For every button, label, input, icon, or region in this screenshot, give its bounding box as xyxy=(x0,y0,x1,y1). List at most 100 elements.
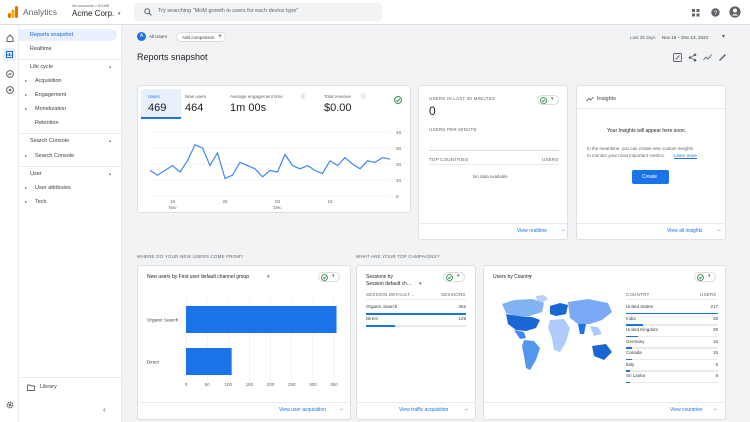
new-users-check-dropdown[interactable]: ▾ xyxy=(318,272,340,282)
expand-arrow-icon: ▸ xyxy=(25,185,28,190)
sidebar-section-search-console[interactable]: Search Console ▴ xyxy=(19,138,122,144)
row-label: India xyxy=(626,315,636,321)
card-footer-divider xyxy=(419,223,567,224)
realtime-check-dropdown[interactable]: ▾ xyxy=(537,95,559,105)
map-region-se-asia xyxy=(590,326,602,336)
campaigns-col-sessions: SESSIONS xyxy=(441,292,466,297)
sidebar-item-reports-snapshot[interactable]: Reports snapshot xyxy=(19,29,117,41)
map-region-australia xyxy=(592,344,612,360)
view-user-acquisition-link[interactable]: View user acquisition → xyxy=(279,406,349,416)
row-share-bar xyxy=(626,324,643,326)
metric-tab-revenue[interactable]: Total revenue ⓘ $0.00 xyxy=(321,89,371,119)
arrow-right-icon: → xyxy=(463,406,469,412)
sidebar-section-user[interactable]: User ▴ xyxy=(19,171,122,177)
advertising-icon[interactable] xyxy=(6,86,14,94)
new-users-bar-chart: Organic Search Direct 0 50 100 150 200 250 300 3… xyxy=(147,298,338,387)
bar-direct[interactable] xyxy=(186,348,232,375)
sidebar-item-monetization[interactable]: ▸ Monetization xyxy=(19,103,122,115)
data-quality-check-icon[interactable] xyxy=(394,96,402,104)
table-row[interactable]: United States 217 xyxy=(626,304,718,315)
date-range-selector[interactable]: Nov 16 – Dec 13, 2023 xyxy=(662,35,709,40)
row-label: Direct xyxy=(366,316,378,321)
add-comparison-button[interactable]: Add comparison + xyxy=(176,32,226,42)
search-input[interactable]: Try searching "MoM growth in users for e… xyxy=(134,3,382,21)
table-row[interactable]: Organic Search 452 xyxy=(366,304,466,315)
realtime-card: USERS IN LAST 30 MINUTES 0 ▾ USERS PER M… xyxy=(418,85,568,240)
insights-header-divider xyxy=(577,108,725,109)
table-row[interactable]: Canada 15 xyxy=(626,350,718,361)
sidebar-item-label: Engagement xyxy=(35,92,67,98)
page-title: Reports snapshot xyxy=(137,52,208,62)
collapse-sidebar-icon[interactable]: ‹ xyxy=(103,405,106,414)
sidebar-item-acquisition[interactable]: ▸ Acquisition xyxy=(19,75,122,87)
table-row[interactable]: Italy 9 xyxy=(626,362,718,373)
campaigns-title-line-2[interactable]: Session default ch… xyxy=(366,281,412,287)
metric-tab-new-users[interactable]: New users 464 xyxy=(182,89,224,119)
info-icon[interactable]: ⓘ xyxy=(301,94,307,100)
table-row[interactable]: United Kingdom 29 xyxy=(626,327,718,338)
chevron-down-icon[interactable]: ▾ xyxy=(419,281,422,287)
chevron-down-icon[interactable]: ▾ xyxy=(267,274,270,280)
metric-tab-users[interactable]: Users 469 xyxy=(141,89,181,119)
settings-gear-icon[interactable] xyxy=(6,401,14,409)
campaigns-check-dropdown[interactable]: ▾ xyxy=(443,272,465,282)
chevron-down-icon[interactable]: ▾ xyxy=(529,274,532,280)
countries-col-country: COUNTRY xyxy=(626,292,650,297)
realtime-title: USERS IN LAST 30 MINUTES xyxy=(429,96,496,101)
library-button[interactable]: Library xyxy=(27,383,107,393)
bar-organic-search[interactable] xyxy=(186,306,337,333)
table-row[interactable]: Sri Lanka 8 xyxy=(626,373,718,384)
sidebar-divider xyxy=(19,133,122,134)
pencil-icon[interactable] xyxy=(718,53,727,62)
reports-rail-button[interactable] xyxy=(3,48,16,61)
metric-label: Average engagement time xyxy=(230,94,283,99)
all-users-chip[interactable]: A All Users xyxy=(137,32,177,42)
view-realtime-link[interactable]: View realtime → xyxy=(517,227,567,237)
table-row[interactable]: Germany 16 xyxy=(626,339,718,350)
view-traffic-acquisition-link[interactable]: View traffic acquisition → xyxy=(399,406,475,416)
insights-card: Insights Your Insights will appear here … xyxy=(576,85,726,240)
campaigns-col-channel: SESSION DEFAULT… xyxy=(366,292,415,297)
sidebar-item-search-console[interactable]: ▸ Search Console xyxy=(19,150,122,162)
chevron-down-icon[interactable]: ▾ xyxy=(118,11,121,17)
row-label: Sri Lanka xyxy=(626,373,646,378)
table-row[interactable]: India 39 xyxy=(626,316,718,327)
row-share-bar xyxy=(626,347,633,349)
row-share-bar xyxy=(626,381,630,383)
property-selector[interactable]: Acme Corp. xyxy=(72,9,115,18)
edit-report-icon[interactable] xyxy=(673,53,682,62)
row-value: 8 xyxy=(715,373,718,378)
row-label: Germany xyxy=(626,338,645,344)
sidebar-item-retention[interactable]: Retention xyxy=(35,120,59,126)
card-footer-divider xyxy=(357,402,475,403)
sidebar-item-realtime[interactable]: Realtime xyxy=(30,46,52,52)
home-icon[interactable] xyxy=(6,34,14,42)
countries-check-dropdown[interactable]: ▾ xyxy=(694,272,716,282)
info-icon[interactable]: ⓘ xyxy=(361,94,367,100)
account-avatar-icon[interactable] xyxy=(729,6,741,18)
explore-icon[interactable] xyxy=(6,70,14,78)
create-insight-button[interactable]: Create xyxy=(632,170,669,184)
insights-trend-icon[interactable] xyxy=(703,53,712,62)
help-icon[interactable]: ? xyxy=(711,8,720,17)
account-path[interactable]: All accounts > ACME xyxy=(72,3,110,8)
row-value: 16 xyxy=(712,338,718,344)
row-share-bar xyxy=(626,335,638,337)
arrow-right-icon: → xyxy=(338,406,344,412)
table-row[interactable]: Direct 129 xyxy=(366,316,466,327)
sidebar-item-engagement[interactable]: ▸ Engagement xyxy=(19,89,122,101)
analytics-logo-icon xyxy=(8,6,18,18)
sidebar-item-user-attributes[interactable]: ▸ User attributes xyxy=(19,182,122,194)
metric-tab-engagement-time[interactable]: Average engagement time ⓘ 1m 00s xyxy=(227,89,317,119)
row-share-bar xyxy=(366,313,466,315)
view-all-insights-link[interactable]: View all insights → xyxy=(667,227,725,237)
apps-grid-icon[interactable] xyxy=(692,9,700,17)
date-dropdown-icon[interactable]: ▾ xyxy=(722,34,726,40)
share-icon[interactable] xyxy=(688,53,697,62)
learn-more-link[interactable]: Learn more xyxy=(674,153,698,158)
view-countries-link[interactable]: View countries → xyxy=(670,406,724,416)
row-share-bar xyxy=(626,370,630,372)
row-value: 15 xyxy=(712,350,718,355)
sidebar-section-life-cycle[interactable]: Life cycle ▴ xyxy=(19,64,122,70)
sidebar-item-tech[interactable]: ▸ Tech xyxy=(19,196,122,208)
